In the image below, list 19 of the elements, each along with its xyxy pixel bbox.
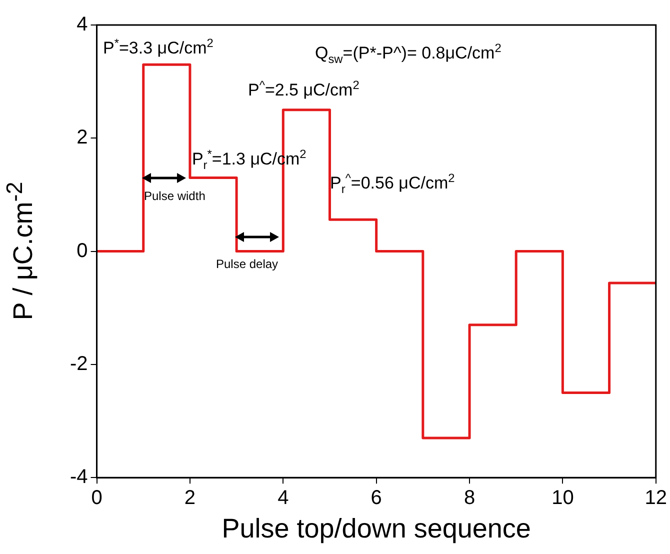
x-tick-label: 12 [644, 487, 667, 510]
x-tick-label: 6 [370, 487, 382, 510]
annotation: Q$_{sw}$=(P*-P^)= 0.8μC/cm$^{2}$ [315, 41, 502, 66]
y-tick-label: 4 [76, 14, 88, 36]
x-tick-label: 8 [464, 487, 476, 510]
x-tick-label: 0 [91, 487, 102, 510]
annotation: Pulse delay [216, 257, 278, 271]
annotation: P$^{^}$=2.5 μC/cm$^{2}$ [248, 78, 360, 100]
annotation: P$_{r}$$^{^}$=0.56 μC/cm$^{2}$ [330, 171, 455, 196]
x-axis-title: Pulse top/down sequence [222, 513, 531, 544]
x-tick-label: 2 [184, 487, 196, 510]
annotation: P$^{*}$=3.3 μC/cm$^{2}$ [103, 36, 214, 58]
x-tick-label: 10 [552, 487, 574, 510]
y-tick-label: -4 [70, 466, 88, 488]
y-tick-label: -2 [70, 352, 88, 375]
annotation: Pulse width [144, 189, 206, 203]
y-tick-label: 2 [76, 126, 88, 149]
y-tick-label: 0 [76, 240, 88, 262]
x-tick-label: 4 [278, 487, 289, 510]
